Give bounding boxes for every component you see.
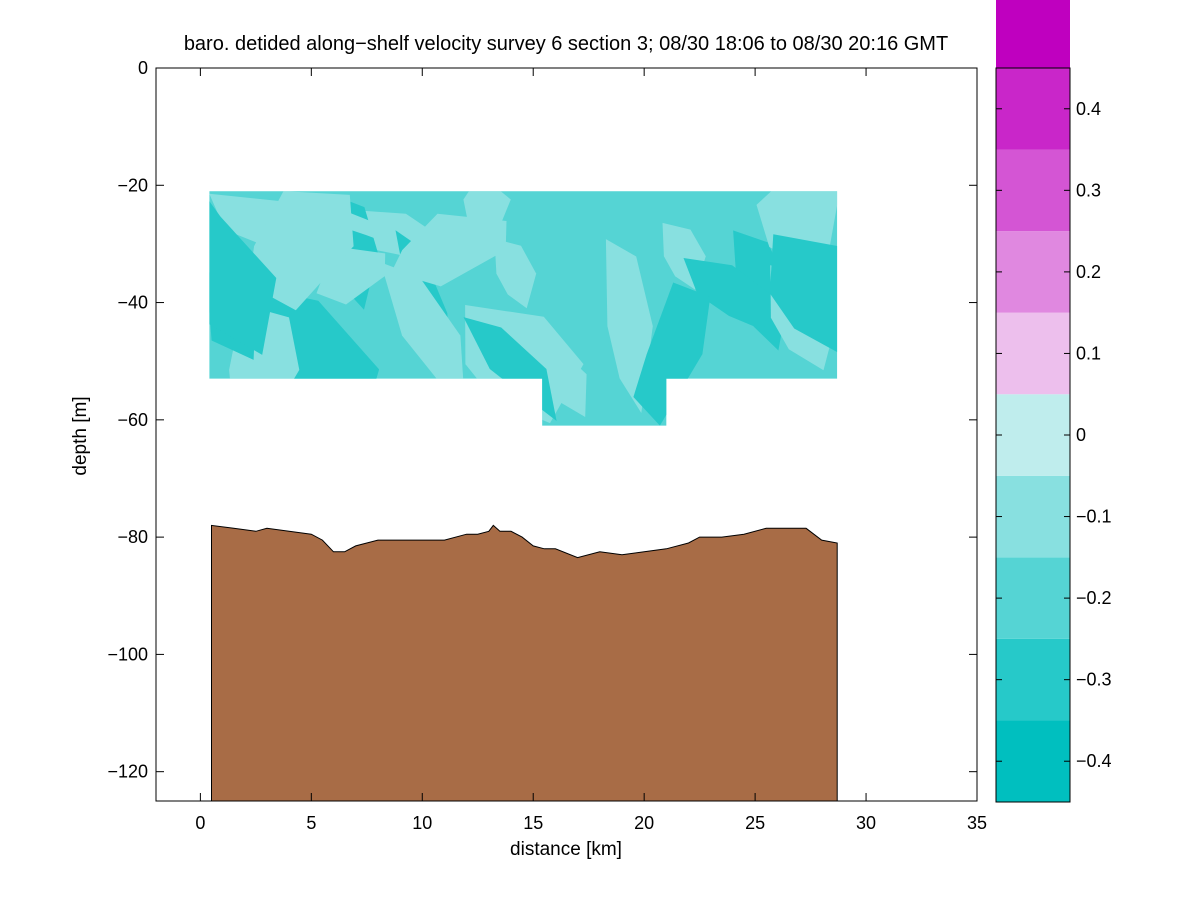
velocity-contour-patch	[209, 201, 277, 355]
y-tick-label: −40	[117, 293, 148, 313]
velocity-contour-patch	[605, 239, 653, 413]
x-tick-label: 5	[306, 813, 316, 833]
colorbar-band	[996, 312, 1070, 395]
velocity-contour-patch	[380, 262, 466, 409]
x-tick-label: 20	[634, 813, 654, 833]
velocity-contour-patch	[683, 258, 771, 331]
colorbar-tick-label: −0.4	[1076, 751, 1112, 771]
seafloor-bottom	[211, 524, 838, 801]
x-axis-label: distance [km]	[510, 839, 622, 860]
y-tick-label: −100	[107, 644, 148, 664]
colorbar-tick-label: 0.1	[1076, 343, 1101, 363]
x-tick-label: 30	[856, 813, 876, 833]
colorbar-band	[996, 557, 1070, 639]
velocity-contour-patch	[494, 238, 537, 309]
x-tick-label: 35	[967, 813, 987, 833]
x-axis: 0 5 10 15 20 25 30 35	[195, 68, 987, 833]
x-tick-label: 15	[523, 813, 543, 833]
velocity-contour-patch	[304, 202, 388, 244]
y-axis-label: depth [m]	[70, 396, 91, 475]
colorbar-band	[996, 475, 1070, 558]
colorbar-band	[996, 68, 1070, 150]
y-tick-label: −80	[117, 527, 148, 547]
velocity-contour-patch	[391, 213, 507, 287]
colorbar-band	[996, 394, 1070, 476]
colorbar-tick-label: −0.2	[1076, 588, 1112, 608]
y-axis: 0 −20 −40 −60 −80 −100 −120	[107, 58, 977, 782]
x-tick-label: 0	[195, 813, 205, 833]
colorbar-tick-label: 0.2	[1076, 262, 1101, 282]
x-tick-label: 10	[412, 813, 432, 833]
region-mask-top	[156, 68, 977, 192]
colorbar-band	[996, 638, 1070, 721]
colorbar: −0.4 −0.3 −0.2 −0.1 0 0.1 0.2 0.3 0.4	[995, 0, 1112, 803]
colorbar-band	[996, 231, 1070, 313]
y-tick-label: 0	[138, 58, 148, 78]
colorbar-tick-label: −0.3	[1076, 670, 1112, 690]
y-tick-label: −20	[117, 175, 148, 195]
colorbar-tick-label: 0.3	[1076, 180, 1101, 200]
colorbar-band	[996, 149, 1070, 232]
velocity-contour-patch	[633, 282, 711, 426]
y-tick-label: −120	[107, 762, 148, 782]
x-tick-label: 25	[745, 813, 765, 833]
colorbar-tick-label: 0	[1076, 425, 1086, 445]
colorbar-band	[996, 0, 1070, 69]
colorbar-tick-label: 0.4	[1076, 99, 1101, 119]
colorbar-band	[996, 720, 1070, 802]
seafloor-area	[211, 524, 838, 801]
y-tick-label: −60	[117, 410, 148, 430]
chart-title: baro. detided along−shelf velocity surve…	[184, 33, 948, 55]
velocity-contour-patch	[769, 234, 838, 353]
colorbar-tick-label: −0.1	[1076, 507, 1112, 527]
plot-area: 0 5 10 15 20 25 30 35 0 −20 −40 −60 −80 −100 −120	[107, 58, 987, 833]
plot-frame	[155, 67, 978, 802]
